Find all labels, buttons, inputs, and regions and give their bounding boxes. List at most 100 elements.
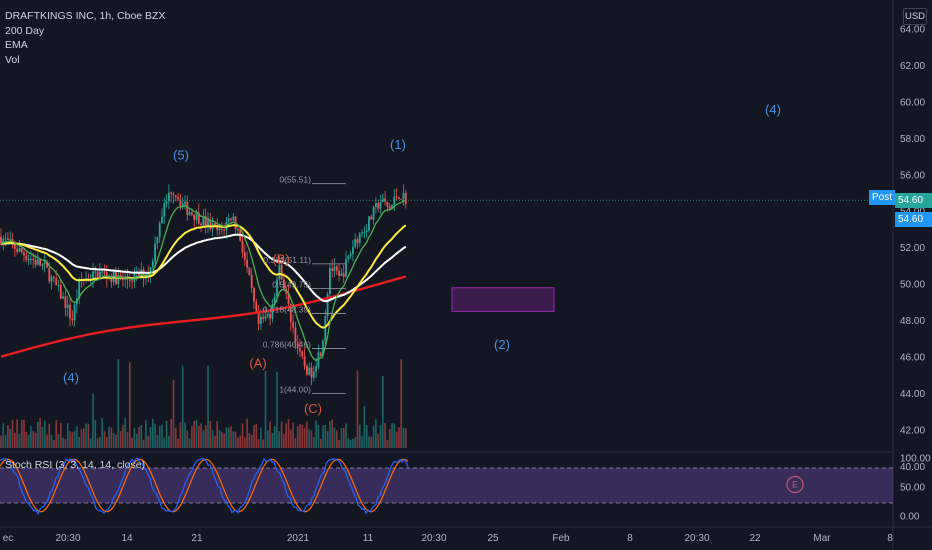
volume-bar <box>283 434 285 448</box>
volume-bar <box>368 436 370 448</box>
volume-bar <box>48 423 51 448</box>
time-axis[interactable]: ec 20:30 14 21 2021 11 20:30 25 Feb 8 20:30 22 Mar 8 <box>3 533 894 544</box>
candle-body <box>170 192 173 194</box>
ema-white-line <box>0 233 407 303</box>
candle-body <box>230 218 232 221</box>
volume-bar <box>338 439 340 448</box>
volume-bar <box>177 438 179 448</box>
candle-body <box>301 351 304 357</box>
fib-level-label: 0(55.51) <box>279 175 311 185</box>
volume-bar <box>356 370 359 448</box>
legend-ema[interactable]: EMA <box>5 39 28 51</box>
volume-bar <box>363 405 366 448</box>
post-price-tag: 54.60 <box>895 211 932 227</box>
price-tick-label: 48.00 <box>900 316 925 327</box>
volume-bar <box>168 435 170 448</box>
volume-bar <box>216 421 218 448</box>
candle-body <box>55 278 58 286</box>
volume-bar <box>96 438 99 448</box>
volume-bar <box>292 422 294 448</box>
volume-bar <box>140 424 143 448</box>
candle-body <box>195 212 198 220</box>
volume-bar <box>393 423 396 448</box>
legend-symbol[interactable]: DRAFTKINGS INC, 1h, Cboe BZX <box>5 10 166 22</box>
volume-bar <box>218 429 221 448</box>
volume-bar <box>209 420 212 448</box>
wave-label: E <box>792 480 798 490</box>
volume-bar <box>25 431 28 448</box>
candle-body <box>50 276 53 282</box>
candle-body <box>191 212 193 215</box>
price-tick-label: 60.00 <box>900 97 925 108</box>
volume-bars <box>0 359 407 448</box>
candle-body <box>30 258 32 260</box>
volume-bar <box>225 427 228 448</box>
currency-button[interactable]: USD <box>903 8 927 25</box>
candle-body <box>372 206 375 220</box>
volume-bar <box>246 418 248 448</box>
volume-bar <box>207 365 209 448</box>
candle-body <box>142 269 145 279</box>
volume-bar <box>336 430 338 448</box>
volume-bar <box>326 431 329 448</box>
volume-bar <box>186 430 189 448</box>
volume-bar <box>354 437 356 448</box>
candle-body <box>278 264 281 280</box>
candle-body <box>310 367 313 378</box>
volume-bar <box>179 422 182 448</box>
volume-bar <box>303 427 306 448</box>
candle-body <box>32 258 35 260</box>
last-price-tag: 54.60 <box>895 192 932 208</box>
candle-body <box>101 271 104 273</box>
volume-bar <box>41 426 44 448</box>
volume-bar <box>138 427 140 448</box>
volume-bar <box>214 435 216 448</box>
volume-bar <box>306 421 308 448</box>
candle-body <box>368 216 370 231</box>
volume-bar <box>255 423 258 448</box>
volume-bar <box>290 429 292 448</box>
candle-body <box>340 273 343 276</box>
volume-bar <box>400 359 402 448</box>
candle-body <box>273 296 276 305</box>
time-tick-label: 11 <box>363 533 374 544</box>
volume-bar <box>232 431 235 448</box>
candle-body <box>257 311 260 324</box>
volume-bar <box>53 439 55 448</box>
candle-body <box>326 293 329 317</box>
volume-bar <box>20 420 23 448</box>
candle-body <box>151 261 154 268</box>
volume-bar <box>308 429 310 448</box>
candle-body <box>276 279 278 297</box>
candle-body <box>361 232 363 234</box>
volume-bar <box>92 394 94 448</box>
stoch-rsi-label[interactable]: Stoch RSI (3, 3, 14, 14, close) <box>5 459 146 471</box>
volume-bar <box>257 438 260 448</box>
candle-body <box>393 196 396 205</box>
volume-bar <box>60 423 62 448</box>
candle-body <box>193 214 196 220</box>
post-market-badge: Post <box>869 190 895 205</box>
volume-bar <box>112 433 115 448</box>
candle-body <box>103 271 106 273</box>
volume-bar <box>43 420 46 448</box>
candle-body <box>271 304 274 319</box>
candle-body <box>105 272 108 279</box>
ema-yellow-line <box>0 224 407 329</box>
candle-body <box>312 371 315 378</box>
legend-vol[interactable]: Vol <box>5 53 20 66</box>
candle-body <box>154 243 156 262</box>
time-tick-label: 21 <box>191 533 203 544</box>
volume-bar <box>30 426 32 448</box>
candle-body <box>16 249 18 252</box>
stoch-tick-label: 50.00 <box>900 483 925 494</box>
volume-bar <box>319 438 322 448</box>
time-tick-label: 25 <box>487 533 499 544</box>
volume-bar <box>315 420 317 448</box>
candle-body <box>99 271 101 279</box>
volume-bar <box>69 431 71 448</box>
legend-ma200[interactable]: 200 Day <box>5 24 45 37</box>
candle-body <box>356 239 359 244</box>
volume-bar <box>322 425 324 448</box>
